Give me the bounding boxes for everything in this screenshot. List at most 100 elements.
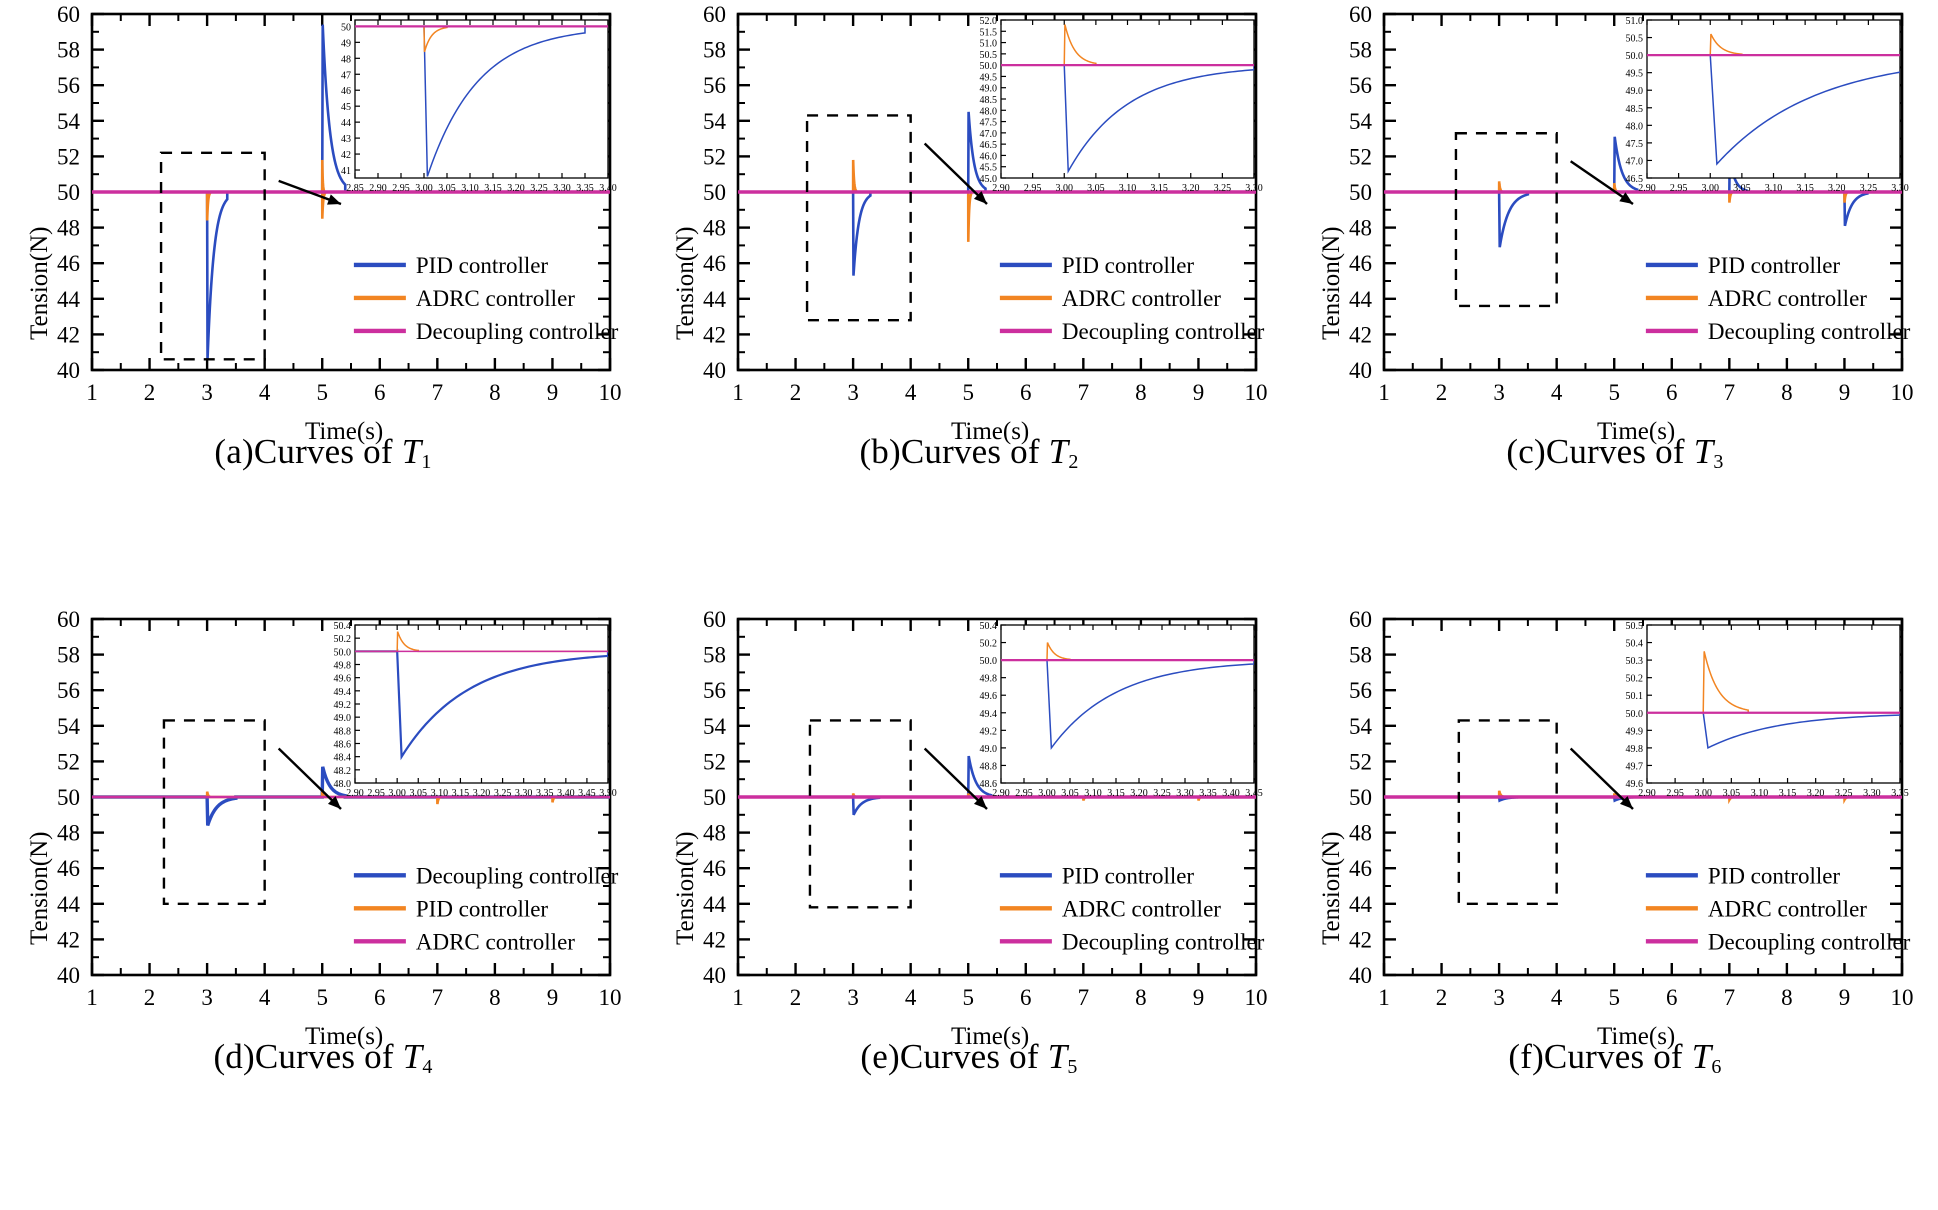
panel-caption: (e)Curves of T5 xyxy=(646,1037,1292,1079)
inset-x-tick-label: 3.10 xyxy=(461,183,479,194)
y-tick-label: 52 xyxy=(57,144,80,169)
inset-y-tick-label: 49.0 xyxy=(980,84,998,95)
zoom-arrow xyxy=(923,142,988,205)
y-tick-label: 50 xyxy=(1349,180,1372,205)
inset-x-tick-label: 3.10 xyxy=(1751,788,1769,799)
inset-y-tick-label: 50.2 xyxy=(334,634,352,645)
inset-y-tick-label: 48.8 xyxy=(980,761,998,772)
inset-frame xyxy=(354,19,609,179)
x-axis-label: Time(s) xyxy=(305,1023,384,1050)
inset-y-tick-label: 49.9 xyxy=(1626,726,1644,737)
inset-x-tick-label: 3.40 xyxy=(557,788,575,799)
caption-variable: T xyxy=(1693,432,1714,471)
x-tick-label: 8 xyxy=(1781,985,1793,1010)
x-tick-label: 4 xyxy=(905,380,917,405)
inset-x-tick-label: 2.85 xyxy=(346,183,364,194)
inset-x-tick-label: 3.15 xyxy=(1150,183,1168,194)
inset-frame xyxy=(354,624,609,784)
caption-prefix: (c)Curves of xyxy=(1506,432,1694,471)
inset-y-tick-label: 47 xyxy=(341,70,351,81)
zoom-arrow xyxy=(923,747,988,810)
inset-x-tick-label: 3.40 xyxy=(599,183,617,194)
inset-y-tick-label: 44 xyxy=(341,118,351,129)
inset-x-tick-label: 3.15 xyxy=(1779,788,1797,799)
zoom-arrowhead xyxy=(973,796,987,809)
y-tick-label: 58 xyxy=(703,643,726,668)
curves xyxy=(738,719,1256,909)
inset-y-tick-label: 42 xyxy=(341,150,351,161)
inset-x-tick-label: 2.90 xyxy=(369,183,387,194)
y-tick-label: 44 xyxy=(703,287,727,312)
inset-series-curve xyxy=(1647,33,1900,56)
x-tick-label: 8 xyxy=(489,985,501,1010)
x-tick-label: 4 xyxy=(905,985,917,1010)
inset-y-tick-label: 50.5 xyxy=(980,50,998,61)
inset-series-curve xyxy=(355,25,608,177)
panel-caption: (a)Curves of T1 xyxy=(0,432,646,474)
y-tick-label: 52 xyxy=(57,749,80,774)
y-tick-label: 42 xyxy=(57,927,80,952)
panel-caption: (c)Curves of T3 xyxy=(1292,432,1938,474)
y-tick-label: 58 xyxy=(1349,38,1372,63)
x-tick-label: 9 xyxy=(547,985,559,1010)
x-tick-label: 5 xyxy=(316,380,328,405)
panel-a: Tension(N) Time(s) (a)Curves of T1 1 2 3 4 5 6 7 8… xyxy=(0,0,646,605)
inset-series-curve xyxy=(1647,712,1900,750)
x-tick-label: 2 xyxy=(1436,985,1448,1010)
x-tick-label: 5 xyxy=(962,380,974,405)
legend-label: PID controller xyxy=(1062,253,1195,278)
x-tick-label: 9 xyxy=(1193,985,1205,1010)
legend-label: PID controller xyxy=(416,253,549,278)
inset-y-tick-label: 50.4 xyxy=(980,621,998,632)
zoom-arrowhead xyxy=(1619,192,1633,204)
legend-label: ADRC controller xyxy=(1062,896,1221,921)
inset-x-tick-label: 3.10 xyxy=(1765,183,1783,194)
curves xyxy=(1384,132,1902,308)
inset-x-tick-label: 3.10 xyxy=(1119,183,1137,194)
inset-y-tick-label: 50.0 xyxy=(1626,51,1644,62)
inset-y-tick-label: 48 xyxy=(341,54,351,65)
caption-prefix: (d)Curves of xyxy=(213,1037,403,1076)
y-tick-label: 54 xyxy=(1349,714,1373,739)
y-tick-label: 48 xyxy=(57,216,80,241)
inset-y-tick-label: 51.0 xyxy=(1626,16,1644,27)
inset-y-tick-label: 45.5 xyxy=(980,163,998,174)
inset-x-tick-label: 3.10 xyxy=(1084,788,1102,799)
caption-prefix: (f)Curves of xyxy=(1508,1037,1692,1076)
panel-f: Tension(N) Time(s) (f)Curves of T6 1 2 3 4 5 6 7 8… xyxy=(1292,605,1938,1210)
x-tick-label: 1 xyxy=(732,985,744,1010)
inset-x-tick-label: 3.45 xyxy=(1245,788,1263,799)
inset-x-tick-label: 3.05 xyxy=(438,183,456,194)
y-tick-label: 40 xyxy=(703,358,726,383)
inset-y-tick-label: 49.6 xyxy=(1626,779,1644,790)
inset-frame xyxy=(1646,624,1901,784)
inset-x-tick-label: 3.05 xyxy=(1723,788,1741,799)
y-tick-label: 46 xyxy=(1349,251,1372,276)
inset-y-tick-label: 46.5 xyxy=(1626,174,1644,185)
inset-chart: 2.90 2.95 3.00 3.05 3.10 3.15 3.20 3.25 3.30 45.0… xyxy=(980,16,1263,194)
inset-y-tick-label: 50.2 xyxy=(1626,674,1644,685)
x-tick-label: 6 xyxy=(1666,985,1678,1010)
inset-y-tick-label: 49.4 xyxy=(980,709,998,720)
inset-y-tick-label: 49.7 xyxy=(1626,761,1644,772)
inset-y-tick-label: 49.0 xyxy=(980,744,998,755)
y-tick-label: 42 xyxy=(703,322,726,347)
y-tick-label: 58 xyxy=(57,38,80,63)
y-tick-label: 52 xyxy=(703,144,726,169)
inset-series-curve xyxy=(1647,54,1900,166)
y-tick-label: 46 xyxy=(57,856,80,881)
y-tick-label: 54 xyxy=(57,714,81,739)
inset-x-tick-label: 3.05 xyxy=(1061,788,1079,799)
legend-label: Decoupling controller xyxy=(1708,929,1911,954)
x-tick-label: 6 xyxy=(1020,985,1032,1010)
inset-x-tick-label: 3.15 xyxy=(1107,788,1125,799)
inset-x-tick-label: 3.45 xyxy=(578,788,596,799)
inset-x-tick-label: 3.20 xyxy=(1807,788,1825,799)
inset-y-tick-label: 47.5 xyxy=(980,118,998,129)
x-tick-label: 9 xyxy=(1193,380,1205,405)
curves xyxy=(92,719,610,905)
inset-y-tick-label: 50.5 xyxy=(1626,34,1644,45)
legend-label: ADRC controller xyxy=(1708,896,1867,921)
